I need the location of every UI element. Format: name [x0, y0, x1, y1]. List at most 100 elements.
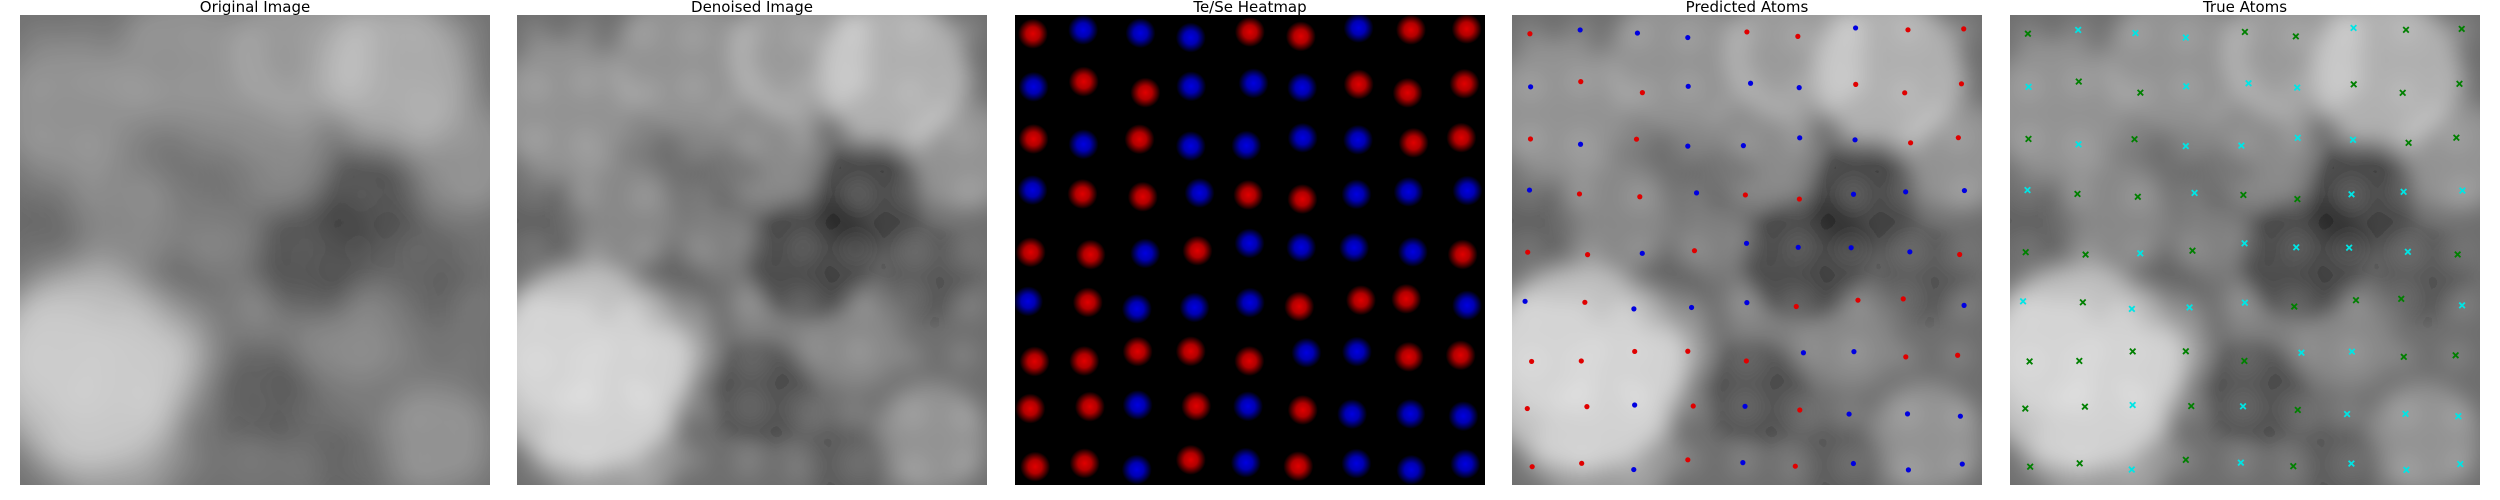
predicted-atom-blue	[1796, 85, 1802, 91]
heatmap-spot-blue	[1341, 336, 1372, 367]
heatmap-spot-blue	[1125, 18, 1156, 49]
predicted-atom-blue	[1685, 34, 1691, 41]
atom-glow	[453, 240, 482, 269]
predicted-atom-red	[1853, 81, 1859, 87]
true-atom-green	[2454, 251, 2462, 258]
atom-glow	[736, 392, 765, 421]
atom-glow	[297, 338, 326, 367]
atom-glow	[457, 15, 486, 43]
atom-glow	[293, 185, 322, 214]
true-atom-green	[2239, 191, 2247, 199]
heatmap-spot-red	[1122, 336, 1153, 367]
heatmap-spot-red	[1446, 122, 1477, 153]
heatmap-spot-blue	[1337, 399, 1368, 430]
atom-glow	[737, 17, 766, 46]
atom-glow	[454, 402, 483, 431]
atom-glow	[517, 287, 545, 316]
true-atom-cyan	[2294, 134, 2302, 142]
true-atom-green	[2129, 348, 2137, 355]
atom-glow	[128, 337, 157, 366]
predicted-atom-blue	[1631, 306, 1637, 312]
true-atom-green	[2293, 195, 2301, 203]
heatmap-spot-blue	[1396, 454, 1427, 485]
true-atom-cyan	[2293, 84, 2301, 92]
predicted-atom-red	[1579, 460, 1585, 466]
atom-glow	[848, 286, 877, 315]
true-atom-green	[2081, 403, 2089, 411]
atom-glow	[572, 346, 601, 375]
atom-glow	[678, 23, 707, 52]
atom-glow	[293, 395, 322, 424]
texture-blob	[2198, 334, 2311, 448]
atom-glow	[572, 449, 601, 478]
atom-glow	[351, 286, 380, 315]
atom-glow	[240, 288, 269, 317]
predicted-atom-blue	[1907, 249, 1913, 255]
heatmap-spot-red	[1234, 345, 1265, 376]
atom-glow	[347, 449, 376, 478]
predicted-atom-red	[1744, 29, 1750, 35]
heatmap-spot-red	[1343, 69, 1374, 100]
heatmap-spot-red	[1019, 346, 1050, 377]
denoised-image-title: Denoised Image	[691, 0, 813, 15]
atom-glow	[895, 78, 924, 107]
predicted-atom-blue	[1742, 403, 1748, 409]
heatmap-spot-blue	[1018, 71, 1049, 102]
heatmap-spot-blue	[1343, 15, 1374, 43]
atom-glow	[521, 124, 550, 153]
predicted-atom-blue	[1688, 304, 1695, 311]
predicted-atom-blue	[1528, 84, 1534, 90]
atom-glow	[81, 240, 110, 269]
heatmap-spot-red	[1175, 336, 1206, 367]
heatmap-spot-red	[1233, 179, 1264, 210]
atom-glow	[844, 180, 873, 209]
atom-glow	[900, 237, 929, 266]
atom-glow	[951, 402, 980, 431]
heatmap-spot-blue	[1450, 449, 1481, 480]
atom-glow	[955, 176, 984, 205]
atom-glow	[787, 292, 816, 321]
texture-blob	[1700, 334, 1813, 448]
atom-glow	[401, 15, 430, 44]
heatmap-title: Te/Se Heatmap	[1193, 0, 1307, 15]
heatmap-spot-red	[1175, 444, 1206, 475]
atom-glow	[518, 394, 547, 423]
true-atom-green	[2074, 190, 2081, 198]
atom-glow	[678, 337, 707, 366]
atom-glow	[624, 294, 653, 323]
atom-glow	[181, 23, 210, 52]
heatmap-spot-blue	[1395, 398, 1426, 429]
heatmap-spot-red	[1181, 391, 1212, 422]
true-atom-cyan	[2402, 466, 2410, 474]
atom-glow	[571, 15, 600, 44]
true-atom-cyan	[2458, 187, 2466, 195]
heatmap-spot-blue	[1452, 290, 1483, 321]
heatmap-spot-blue	[1121, 454, 1152, 485]
atom-glow	[74, 67, 103, 96]
true-atom-cyan	[2075, 140, 2082, 148]
heatmap-spot-blue	[1175, 22, 1206, 53]
predicted-atom-blue	[1850, 191, 1857, 197]
heatmap-spot-red	[1017, 18, 1048, 49]
predicted-atom-red	[1527, 136, 1534, 142]
heatmap-spot-blue	[1291, 337, 1322, 368]
heatmap-panel: Te/Se Heatmap	[1015, 0, 1485, 485]
predicted-atom-blue	[1526, 187, 1533, 193]
atom-glow	[187, 392, 216, 421]
atom-glow	[790, 123, 819, 152]
atom-glow	[290, 292, 319, 321]
predicted-atom-blue	[1685, 83, 1691, 89]
atom-glow	[627, 125, 656, 154]
heatmap-spot-blue	[1230, 447, 1261, 478]
heatmap-spot-blue	[1017, 175, 1048, 206]
atom-glow	[571, 130, 600, 159]
atom-glow	[571, 67, 600, 96]
true-atom-cyan	[2350, 24, 2358, 32]
atom-glow	[520, 19, 549, 48]
predicted-atom-red	[1576, 191, 1583, 197]
atom-glow	[21, 394, 50, 423]
heatmap-spot-red	[1392, 77, 1423, 108]
true-atom-green	[2131, 135, 2138, 143]
predicted-atom-blue	[1961, 302, 1967, 308]
heatmap-spot-blue	[1015, 286, 1044, 317]
